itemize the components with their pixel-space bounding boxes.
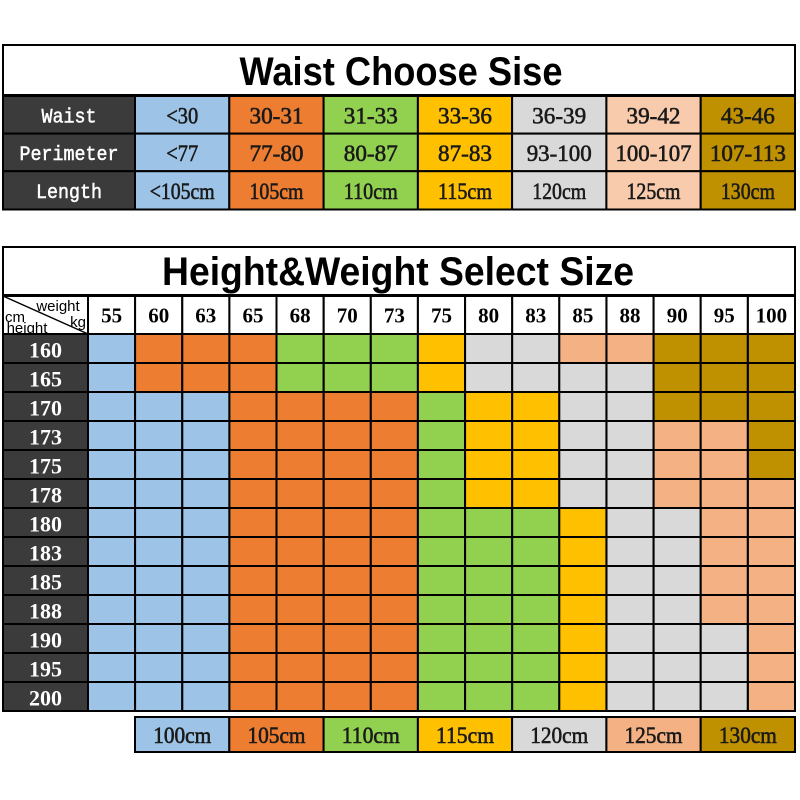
svg-text:115cm: 115cm [436, 723, 494, 748]
svg-text:height: height [7, 320, 49, 337]
svg-text:Length: Length [36, 182, 102, 205]
svg-text:93-100: 93-100 [527, 141, 592, 166]
svg-text:70: 70 [337, 304, 358, 328]
svg-text:105cm: 105cm [250, 179, 304, 204]
svg-text:83: 83 [525, 304, 546, 328]
svg-text:120cm: 120cm [532, 179, 586, 204]
svg-text:125cm: 125cm [625, 723, 683, 748]
svg-text:80: 80 [478, 304, 499, 328]
svg-text:55: 55 [101, 304, 122, 328]
svg-text:73: 73 [384, 304, 405, 328]
svg-text:<77: <77 [166, 141, 198, 166]
svg-text:63: 63 [195, 304, 216, 328]
svg-text:165: 165 [29, 367, 62, 392]
svg-text:77-80: 77-80 [250, 141, 304, 166]
svg-text:160: 160 [29, 338, 62, 363]
svg-text:Waist: Waist [42, 107, 97, 130]
svg-text:100: 100 [756, 304, 788, 328]
svg-text:Height&Weight Select Size: Height&Weight Select Size [162, 250, 634, 294]
svg-text:125cm: 125cm [627, 179, 681, 204]
svg-text:195: 195 [29, 657, 62, 682]
svg-text:75: 75 [431, 304, 452, 328]
svg-text:110cm: 110cm [342, 723, 400, 748]
svg-text:88: 88 [620, 304, 641, 328]
svg-text:120cm: 120cm [530, 723, 588, 748]
svg-text:80-87: 80-87 [344, 141, 398, 166]
svg-text:200: 200 [29, 686, 62, 711]
svg-text:130cm: 130cm [719, 723, 777, 748]
svg-text:105cm: 105cm [248, 723, 306, 748]
svg-text:100-107: 100-107 [616, 141, 692, 166]
svg-text:175: 175 [29, 454, 62, 479]
svg-text:190: 190 [29, 628, 62, 653]
svg-text:100cm: 100cm [153, 723, 211, 748]
svg-text:90: 90 [667, 304, 688, 328]
svg-text:110cm: 110cm [344, 179, 398, 204]
svg-text:60: 60 [148, 304, 169, 328]
svg-text:36-39: 36-39 [532, 104, 586, 129]
svg-text:Waist Choose Sise: Waist Choose Sise [240, 50, 563, 94]
svg-text:115cm: 115cm [438, 179, 492, 204]
svg-text:130cm: 130cm [721, 179, 775, 204]
svg-text:180: 180 [29, 512, 62, 537]
svg-text:<105cm: <105cm [150, 179, 215, 204]
svg-text:kg: kg [70, 314, 86, 331]
svg-text:68: 68 [290, 304, 311, 328]
svg-text:33-36: 33-36 [438, 104, 492, 129]
svg-text:39-42: 39-42 [627, 104, 681, 129]
svg-text:188: 188 [29, 599, 62, 624]
svg-text:170: 170 [29, 396, 62, 421]
svg-text:178: 178 [29, 483, 62, 508]
svg-text:95: 95 [714, 304, 735, 328]
svg-text:43-46: 43-46 [721, 104, 775, 129]
svg-text:30-31: 30-31 [250, 104, 304, 129]
svg-text:weight: weight [35, 298, 80, 315]
svg-text:Perimeter: Perimeter [20, 144, 119, 167]
svg-text:cm: cm [5, 309, 25, 326]
svg-text:107-113: 107-113 [710, 141, 786, 166]
svg-text:65: 65 [243, 304, 264, 328]
svg-text:185: 185 [29, 570, 62, 595]
svg-text:85: 85 [572, 304, 593, 328]
svg-text:87-83: 87-83 [438, 141, 492, 166]
svg-text:31-33: 31-33 [344, 104, 398, 129]
svg-text:<30: <30 [166, 104, 198, 129]
svg-text:173: 173 [29, 425, 62, 450]
svg-text:183: 183 [29, 541, 62, 566]
